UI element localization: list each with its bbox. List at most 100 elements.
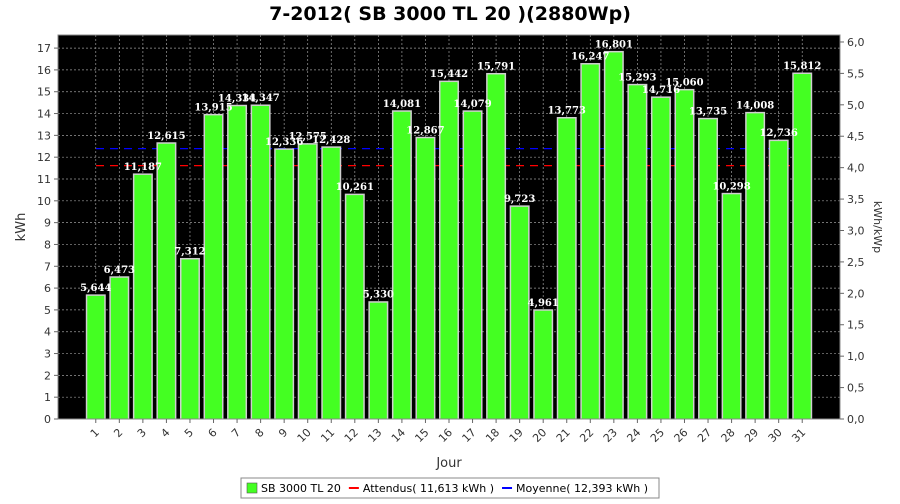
bar: [299, 144, 317, 420]
bar: [181, 259, 199, 419]
data-label: 12,867: [406, 125, 444, 136]
x-tick-label: 11: [318, 426, 337, 445]
y2-tick-label: 4,0: [847, 162, 865, 175]
y2-tick-label: 5,5: [847, 67, 865, 80]
bar: [440, 82, 458, 420]
data-label: 13,735: [689, 106, 727, 117]
data-label: 14,347: [241, 93, 279, 104]
y2-tick-label: 2,0: [847, 287, 865, 300]
y2-tick-label: 3,0: [847, 224, 865, 237]
y2-tick-label: 2,5: [847, 256, 865, 269]
bar: [393, 111, 411, 419]
data-label: 7,312: [174, 246, 205, 257]
x-tick-label: 29: [742, 426, 761, 445]
x-tick-label: 18: [483, 426, 502, 445]
bar: [464, 111, 482, 420]
x-tick-label: 26: [672, 426, 691, 445]
bar: [157, 143, 175, 419]
data-label: 5,330: [363, 290, 394, 301]
y2-tick-label: 3,5: [847, 193, 865, 206]
bar: [558, 118, 576, 420]
y2-axis-title: kWh/kWp: [871, 201, 884, 253]
x-tick-label: 15: [412, 426, 431, 445]
data-label: 14,334: [218, 93, 256, 104]
x-tick-label: 12: [342, 426, 361, 445]
data-label: 15,791: [477, 61, 515, 72]
legend-label: Moyenne( 12,393 kWh ): [516, 482, 648, 495]
x-tick-label: 27: [695, 426, 714, 445]
legend-swatch-bar: [246, 482, 258, 494]
y-tick-label: 16: [37, 64, 51, 77]
x-tick-label: 6: [205, 426, 219, 440]
y-tick-label: 2: [44, 369, 51, 382]
x-tick-label: 19: [507, 426, 526, 445]
bar: [134, 174, 152, 419]
y2-tick-label: 4,5: [847, 130, 865, 143]
y-tick-label: 9: [44, 217, 51, 230]
x-tick-label: 28: [719, 426, 738, 445]
y2-tick-label: 5,0: [847, 99, 865, 112]
y-axis-title: kWh: [14, 213, 29, 242]
bar: [205, 115, 222, 420]
data-label: 15,812: [783, 61, 821, 72]
x-tick-label: 21: [554, 426, 573, 445]
bar: [676, 90, 693, 419]
x-tick-label: 7: [229, 426, 243, 440]
x-tick-label: 3: [135, 426, 149, 440]
bar: [275, 149, 293, 420]
data-label: 11,187: [124, 162, 162, 173]
bar: [369, 302, 387, 419]
bar: [581, 64, 599, 420]
data-label: 14,716: [642, 85, 680, 96]
data-label: 14,008: [736, 100, 774, 111]
data-label: 12,336: [265, 137, 303, 148]
data-label: 12,736: [760, 128, 798, 139]
x-tick-label: 30: [766, 426, 785, 445]
x-tick-label: 10: [295, 426, 314, 445]
data-label: 10,261: [336, 182, 374, 193]
data-label: 12,575: [289, 132, 327, 143]
data-label: 14,081: [383, 99, 421, 110]
x-tick-label: 25: [648, 426, 667, 445]
x-tick-label: 23: [601, 426, 620, 445]
x-tick-label: 8: [253, 426, 267, 440]
y-tick-label: 1: [44, 391, 51, 404]
data-label: 15,293: [618, 72, 656, 83]
bar: [322, 147, 340, 420]
bar: [628, 85, 646, 420]
y2-tick-label: 0,0: [847, 413, 865, 426]
legend-label: SB 3000 TL 20: [261, 482, 341, 495]
x-tick-label: 31: [789, 426, 808, 445]
bar: [228, 106, 246, 419]
data-label: 9,723: [504, 194, 535, 205]
y-tick-label: 12: [37, 151, 51, 164]
chart-title: 7-2012( SB 3000 TL 20 )(2880Wp): [269, 3, 631, 25]
x-tick-label: 22: [577, 426, 596, 445]
bar: [723, 194, 741, 419]
legend-box: [240, 477, 660, 499]
y2-tick-label: 0,5: [847, 382, 865, 395]
bar: [110, 277, 128, 419]
data-label: 12,615: [147, 131, 185, 142]
data-label: 5,644: [80, 283, 111, 294]
data-label: 10,298: [712, 181, 750, 192]
bar: [699, 119, 717, 419]
x-tick-label: 2: [111, 426, 125, 440]
x-tick-label: 5: [182, 426, 196, 440]
y2-tick-label: 1,0: [847, 350, 865, 363]
y-tick-label: 10: [37, 195, 51, 208]
x-tick-label: 20: [530, 426, 549, 445]
x-tick-label: 13: [365, 426, 384, 445]
y-tick-label: 17: [37, 42, 51, 55]
y2-tick-label: 1,5: [847, 319, 865, 332]
bar: [416, 138, 434, 420]
bar: [770, 141, 788, 419]
x-tick-label: 16: [436, 426, 455, 445]
data-label: 13,915: [194, 102, 232, 113]
bar: [652, 97, 670, 419]
data-label: 4,961: [528, 298, 559, 309]
bar: [346, 195, 364, 419]
y-tick-label: 8: [44, 238, 51, 251]
